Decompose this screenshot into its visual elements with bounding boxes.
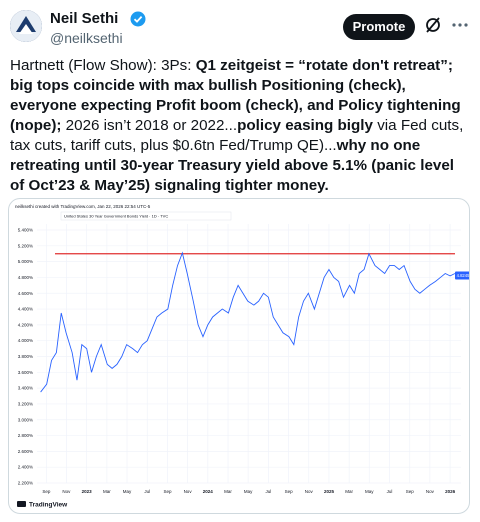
x-tick-label: Sep (285, 489, 294, 494)
y-tick-label: 5.400% (18, 228, 33, 233)
x-tick-label: Nov (62, 489, 71, 494)
y-tick-label: 3.400% (18, 386, 33, 391)
y-tick-label: 2.200% (18, 481, 33, 486)
tweet-text: Hartnett (Flow Show): 3Ps: Q1 zeitgeist … (10, 56, 472, 196)
tweet-text-part: why no one retreating until 30-year Trea… (10, 137, 455, 194)
y-tick-label: 4.400% (18, 307, 33, 312)
last-value-label: 4.8245 (457, 273, 469, 278)
y-tick-label: 2.400% (18, 465, 33, 470)
y-tick-label: 3.600% (18, 370, 33, 375)
tweet-text-part: 2026 isn’t 2018 or 2022... (61, 117, 238, 134)
y-tick-label: 5.000% (18, 259, 33, 264)
avatar[interactable] (10, 10, 42, 42)
x-tick-label: May (123, 489, 132, 494)
legend-text: United States 30 Year Government Bonds Y… (64, 214, 168, 219)
y-tick-label: 4.800% (18, 275, 33, 280)
legend-box (60, 211, 232, 221)
y-tick-label: 3.200% (18, 401, 33, 406)
brand-logo (17, 501, 26, 507)
tweet-text-part: via Fed cuts, tax cuts, tariff cuts, plu… (10, 117, 464, 154)
author-handle[interactable]: @neilksethi (50, 30, 123, 46)
x-tick-label: May (365, 489, 374, 494)
x-tick-label: 2025 (324, 489, 335, 494)
avatar-logo (10, 10, 42, 42)
x-tick-label: Mar (345, 489, 353, 494)
promote-button[interactable]: Promote (343, 14, 415, 40)
tweet-text-part: Hartnett (Flow Show): 3Ps: (10, 57, 196, 74)
chart: neilksethi created with TradingView.com,… (15, 204, 469, 509)
tweet-text-part: Q1 zeitgeist = “rotate don't retreat”; b… (10, 57, 461, 134)
y-tick-label: 2.800% (18, 433, 33, 438)
x-tick-label: Sep (42, 489, 51, 494)
y-tick-label: 4.600% (18, 291, 33, 296)
last-value-badge (455, 271, 469, 280)
brand: TradingView (29, 502, 68, 509)
y-tick-label: 2.600% (18, 449, 33, 454)
x-tick-label: 2023 (82, 489, 93, 494)
x-tick-label: Nov (426, 489, 435, 494)
x-tick-label: Mar (103, 489, 111, 494)
x-tick-label: May (244, 489, 253, 494)
x-tick-label: Nov (184, 489, 193, 494)
series-line (40, 251, 456, 393)
more-icon[interactable] (450, 16, 470, 34)
x-tick-label: 2026 (445, 489, 456, 494)
verified-badge (130, 11, 146, 27)
x-tick-label: Jul (266, 489, 272, 494)
x-tick-label: Sep (406, 489, 415, 494)
credit: neilksethi created with TradingView.com,… (15, 204, 151, 209)
y-tick-label: 4.000% (18, 338, 33, 343)
y-tick-label: 5.200% (18, 243, 33, 248)
chart-card[interactable]: neilksethi created with TradingView.com,… (8, 198, 470, 514)
grok-icon[interactable] (424, 16, 442, 34)
x-tick-label: Sep (163, 489, 172, 494)
x-tick-label: 2024 (203, 489, 214, 494)
author-name[interactable]: Neil Sethi (50, 10, 119, 27)
y-tick-label: 3.800% (18, 354, 33, 359)
tweet-text-part: policy easing bigly (237, 117, 373, 134)
x-tick-label: Jul (144, 489, 150, 494)
y-tick-label: 3.000% (18, 417, 33, 422)
x-tick-label: Nov (305, 489, 314, 494)
y-tick-label: 4.200% (18, 322, 33, 327)
x-tick-label: Jul (387, 489, 393, 494)
x-tick-label: Mar (224, 489, 232, 494)
